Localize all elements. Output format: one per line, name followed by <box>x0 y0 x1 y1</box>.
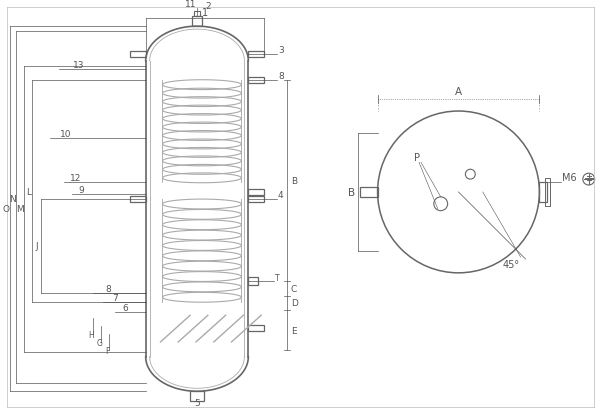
Text: 9: 9 <box>78 185 84 194</box>
Bar <box>249 196 264 202</box>
Bar <box>545 179 550 206</box>
Text: 1: 1 <box>202 8 208 18</box>
Text: F: F <box>105 346 110 355</box>
Bar <box>192 17 202 27</box>
Text: N: N <box>9 195 16 204</box>
Text: A: A <box>455 87 462 97</box>
Text: H: H <box>89 330 94 339</box>
Bar <box>130 196 146 202</box>
Text: 8: 8 <box>278 72 284 81</box>
Text: M: M <box>17 204 25 213</box>
Text: B: B <box>349 187 355 198</box>
Text: 11: 11 <box>185 0 197 9</box>
Text: T: T <box>275 273 280 282</box>
Bar <box>249 52 264 58</box>
Text: 6: 6 <box>122 303 128 312</box>
Text: 8: 8 <box>105 284 111 293</box>
Text: M6: M6 <box>562 173 577 183</box>
Text: 13: 13 <box>73 61 84 70</box>
Text: J: J <box>36 242 38 251</box>
Bar <box>249 277 258 285</box>
Text: 7: 7 <box>112 294 118 303</box>
Text: E: E <box>291 326 297 335</box>
Text: 10: 10 <box>60 129 71 138</box>
Text: L: L <box>26 187 31 196</box>
Text: C: C <box>291 284 297 293</box>
Bar <box>249 78 264 84</box>
Text: O: O <box>2 204 9 213</box>
Bar <box>249 325 264 331</box>
Bar <box>194 12 200 17</box>
Text: 12: 12 <box>70 174 81 183</box>
Text: B: B <box>291 177 297 186</box>
Bar <box>190 391 204 401</box>
Text: G: G <box>96 338 102 347</box>
Bar <box>130 52 146 58</box>
Text: 3: 3 <box>278 46 284 55</box>
Text: D: D <box>291 299 298 308</box>
Text: 4: 4 <box>278 191 283 199</box>
Bar <box>539 182 547 202</box>
Text: 2: 2 <box>205 2 210 11</box>
Bar <box>360 188 377 198</box>
Text: P: P <box>414 153 420 163</box>
Text: 45°: 45° <box>502 259 519 269</box>
Bar <box>249 189 264 196</box>
Text: 5: 5 <box>194 398 200 407</box>
